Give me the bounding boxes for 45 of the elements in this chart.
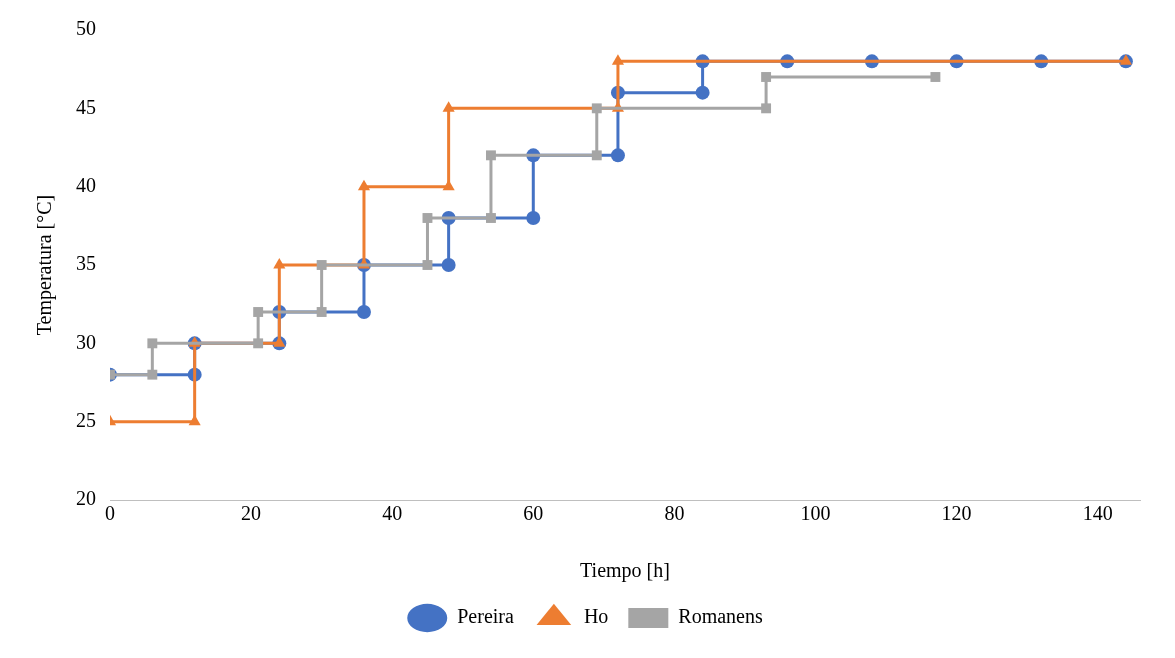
x-tick-label: 80: [664, 502, 685, 525]
point: [930, 72, 941, 82]
point: [422, 213, 433, 223]
y-tick-label: 30: [76, 330, 96, 353]
point: [357, 179, 371, 191]
point: [147, 369, 158, 380]
point: [526, 211, 541, 225]
legend-label: Ho: [583, 605, 609, 628]
point: [356, 305, 371, 319]
x-tick-label: 40: [382, 502, 403, 525]
point: [1119, 54, 1132, 65]
point: [273, 258, 286, 269]
x-axis-title: Tiempo [h]: [580, 559, 670, 583]
point: [761, 103, 772, 114]
point: [695, 85, 710, 100]
point: [441, 258, 456, 272]
y-tick-label: 50: [76, 17, 96, 40]
y-tick-label: 40: [76, 173, 96, 196]
x-tick-label: 120: [941, 502, 972, 525]
x-tick-label: 140: [1082, 502, 1113, 525]
y-tick-label: 35: [76, 252, 96, 275]
point: [253, 307, 264, 317]
point: [422, 260, 433, 270]
x-tick-label: 0: [105, 502, 115, 525]
point: [253, 338, 264, 349]
point: [147, 338, 158, 349]
point: [316, 307, 327, 317]
point: [591, 103, 602, 114]
x-tick-label: 100: [800, 502, 831, 525]
point: [486, 213, 496, 223]
point: [611, 54, 625, 65]
point: [610, 148, 625, 163]
point: [316, 260, 327, 270]
y-axis-title: Temperatura [°C]: [33, 194, 57, 336]
legend-label: Pereira: [457, 605, 514, 628]
y-tick-label: 25: [76, 408, 96, 431]
y-tick-label: 20: [76, 487, 96, 510]
point: [591, 150, 602, 161]
legend-label: Romanens: [678, 605, 763, 628]
point: [442, 101, 455, 112]
point: [486, 150, 496, 161]
x-tick-label: 20: [241, 502, 262, 525]
y-tick-label: 45: [76, 95, 96, 118]
point: [761, 72, 772, 82]
x-tick-label: 60: [523, 502, 544, 525]
